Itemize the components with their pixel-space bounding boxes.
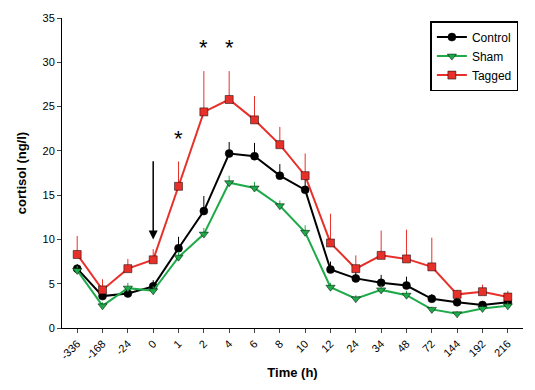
svg-text:2: 2 xyxy=(196,338,209,351)
svg-text:192: 192 xyxy=(466,338,487,359)
svg-text:8: 8 xyxy=(272,338,285,351)
svg-text:48: 48 xyxy=(395,338,412,355)
svg-text:-24: -24 xyxy=(113,338,133,358)
svg-text:30: 30 xyxy=(43,56,55,68)
svg-text:34: 34 xyxy=(369,338,386,355)
svg-text:*: * xyxy=(174,126,183,151)
svg-text:24: 24 xyxy=(344,338,361,355)
svg-text:35: 35 xyxy=(43,12,55,24)
svg-text:-168: -168 xyxy=(84,338,108,362)
svg-text:Time (h): Time (h) xyxy=(267,365,317,380)
svg-text:cortisol (ng/l): cortisol (ng/l) xyxy=(14,132,29,214)
svg-text:15: 15 xyxy=(43,189,55,201)
svg-text:5: 5 xyxy=(49,278,55,290)
svg-text:Sham: Sham xyxy=(472,50,503,64)
svg-text:25: 25 xyxy=(43,100,55,112)
svg-text:12: 12 xyxy=(319,338,336,355)
svg-text:*: * xyxy=(199,35,208,60)
svg-text:1: 1 xyxy=(171,338,184,351)
svg-text:72: 72 xyxy=(420,338,437,355)
svg-text:0: 0 xyxy=(146,338,159,351)
svg-text:0: 0 xyxy=(49,322,55,334)
svg-text:10: 10 xyxy=(293,338,310,355)
svg-text:216: 216 xyxy=(492,338,513,359)
svg-text:20: 20 xyxy=(43,145,55,157)
svg-text:-336: -336 xyxy=(58,338,82,362)
svg-text:10: 10 xyxy=(43,233,55,245)
svg-text:144: 144 xyxy=(441,338,462,359)
svg-text:Tagged: Tagged xyxy=(472,69,511,83)
svg-text:Control: Control xyxy=(472,31,511,45)
svg-text:4: 4 xyxy=(222,338,235,351)
svg-text:*: * xyxy=(225,35,234,60)
svg-text:6: 6 xyxy=(247,338,260,351)
